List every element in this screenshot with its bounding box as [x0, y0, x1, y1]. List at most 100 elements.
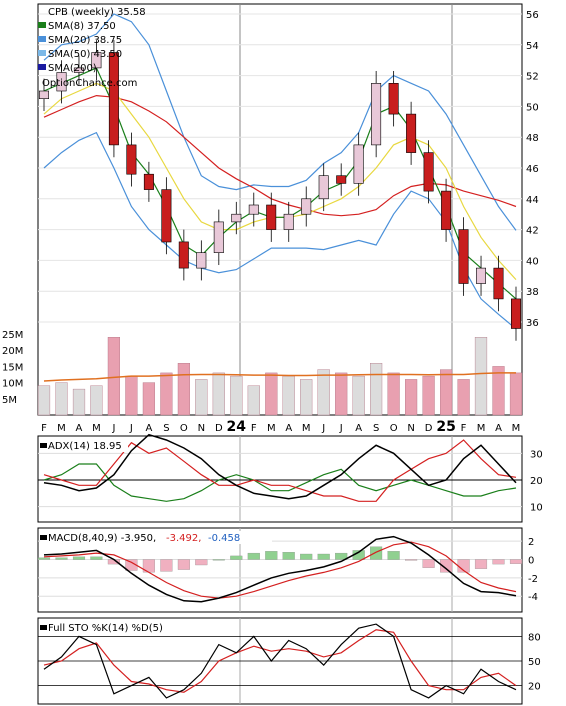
- x-axis-label: M: [267, 423, 276, 434]
- macd-line: [43, 535, 517, 603]
- bollinger-lower-line: [43, 131, 517, 330]
- legend-swatch-sma8: [38, 22, 46, 28]
- price-panel: 56 54 52 50 48 46 44 42 40 38 36 25M 20M 15M 10M 5M CP…: [2, 3, 539, 416]
- volume-bar: [440, 369, 453, 416]
- x-axis-label: O: [390, 423, 398, 434]
- candle: [126, 144, 137, 175]
- macd-legend-swatch: [40, 535, 47, 540]
- volume-bar: [509, 372, 523, 416]
- legend-swatch-sma200: [38, 64, 46, 70]
- macd-hist-bar: [160, 559, 173, 572]
- macd-panel: 2 0 -2 -4 MACD(8,40,9) -3.950, -3.492, -0.4…: [37, 527, 538, 613]
- candle: [475, 267, 486, 284]
- volume-bar: [387, 372, 400, 416]
- price-tick-label: 48: [526, 133, 539, 144]
- x-axis-label: D: [215, 423, 223, 434]
- volume-moving-average: [43, 372, 516, 382]
- candle: [73, 67, 84, 73]
- candle: [423, 152, 434, 192]
- volume-bar: [474, 337, 488, 416]
- x-axis-label: M: [302, 423, 311, 434]
- volume-axis: 25M 20M 15M 10M 5M: [2, 330, 23, 406]
- volume-bar: [107, 337, 121, 416]
- macd-hist-bar: [474, 559, 488, 569]
- macd-hist-bar: [177, 559, 190, 570]
- sto-panel: 80 50 20 Full STO %K(14) %D(5): [37, 617, 541, 705]
- adx-minus-di-line: [43, 463, 517, 502]
- macd-hist-bar: [405, 559, 418, 561]
- volume-tick-label: 25M: [2, 330, 23, 341]
- candle: [318, 175, 329, 200]
- x-axis-label: M: [57, 423, 66, 434]
- candle: [91, 52, 102, 69]
- x-axis-label: S: [373, 423, 379, 434]
- volume-tick-label: 15M: [2, 362, 23, 373]
- volume-bar: [405, 379, 418, 416]
- price-tick-label: 50: [526, 102, 539, 113]
- volume-bar: [317, 369, 330, 416]
- x-axis-label: A: [355, 423, 362, 434]
- candle: [301, 198, 312, 215]
- candle: [161, 189, 172, 243]
- price-tick-label: 44: [526, 195, 539, 206]
- volume-tick-label: 5M: [2, 395, 17, 406]
- symbol-label: CPB (weekly) 35.58: [48, 7, 146, 18]
- price-tick-label: 56: [526, 10, 539, 21]
- candle: [108, 52, 119, 146]
- macd-tick-label: 0: [528, 556, 534, 567]
- macd-hist-bar: [335, 552, 348, 560]
- candle: [248, 204, 259, 215]
- macd-hist-bar: [387, 551, 400, 560]
- legend-swatch-sma50: [38, 50, 46, 56]
- sma8-line: [43, 67, 517, 300]
- macd-hist-bar: [370, 546, 383, 560]
- macd-hist-bar: [90, 556, 103, 560]
- adx-tick-label: 30: [530, 449, 543, 460]
- bollinger-upper-line: [43, 13, 517, 231]
- volume-bar: [492, 366, 505, 416]
- candle: [336, 175, 347, 184]
- volume-bar: [370, 363, 383, 416]
- adx-legend-swatch: [40, 443, 47, 448]
- candles: [38, 40, 521, 341]
- candle: [231, 213, 242, 223]
- macd-hist-bar: [212, 559, 225, 561]
- volume-bars: [37, 337, 523, 416]
- adx-tick-label: 10: [530, 503, 543, 514]
- x-axis-label: F: [251, 423, 257, 434]
- price-tick-label: 36: [526, 318, 539, 329]
- macd-hist-bar: [440, 559, 453, 573]
- candle: [406, 113, 417, 153]
- candle: [178, 241, 189, 269]
- candle: [353, 144, 364, 184]
- x-axis-label: 25: [436, 419, 455, 435]
- x-axis-label: D: [425, 423, 433, 434]
- x-axis-label: M: [477, 423, 486, 434]
- candle: [143, 173, 154, 190]
- macd-hist-bar: [422, 559, 435, 568]
- legend-sma8: SMA(8) 37.50: [48, 21, 116, 32]
- sto-tick-label: 20: [528, 682, 541, 693]
- macd-hist-value: -0.458: [208, 533, 240, 544]
- candle: [371, 83, 382, 146]
- x-axis-label: M: [512, 423, 521, 434]
- x-axis-label: J: [321, 423, 325, 434]
- volume-bar: [160, 372, 173, 416]
- sto-tick-label: 50: [528, 657, 541, 668]
- volume-bar: [72, 388, 86, 416]
- candle: [56, 72, 67, 92]
- volume-bar: [142, 382, 156, 416]
- macd-hist-bar: [55, 557, 68, 560]
- x-axis-label: A: [285, 423, 292, 434]
- candle: [196, 252, 207, 269]
- legend-sma200: SMA(200): [48, 63, 97, 74]
- candle: [38, 90, 49, 99]
- macd-tick-label: -4: [528, 592, 538, 603]
- sto-k-line: [43, 623, 517, 699]
- price-tick-label: 40: [526, 256, 539, 267]
- macd-histogram: [37, 546, 523, 573]
- volume-bar: [212, 372, 225, 416]
- macd-hist-bar: [317, 553, 330, 560]
- macd-hist-bar: [247, 552, 260, 560]
